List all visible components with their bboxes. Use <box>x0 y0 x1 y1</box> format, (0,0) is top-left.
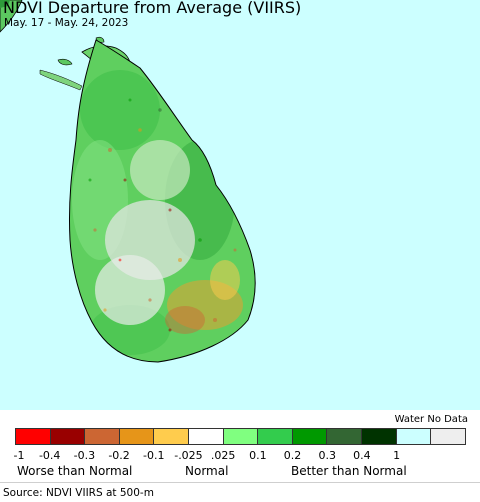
legend-tick-label: -1 <box>13 449 25 462</box>
legend-swatch-3 <box>119 429 155 444</box>
island-outline <box>68 39 256 363</box>
legend-swatch-11 <box>396 429 432 444</box>
legend-tick-label: .025 <box>210 449 236 462</box>
legend-tick-label: 0.1 <box>249 449 267 462</box>
legend-tick-label: -0.3 <box>73 449 96 462</box>
sri-lanka-map <box>0 0 256 363</box>
map-title: NDVI Departure from Average (VIIRS) <box>3 0 302 17</box>
legend-tick-label: -0.2 <box>108 449 130 462</box>
legend-worse-label: Worse than Normal <box>17 464 133 478</box>
source-note: Source: NDVI VIIRS at 500-m <box>3 487 154 499</box>
legend-tick-label: -0.1 <box>143 449 165 462</box>
legend-tick-label: 1 <box>393 449 401 462</box>
legend-better-label: Better than Normal <box>291 464 407 478</box>
india-coast <box>0 0 23 33</box>
mannar-spit <box>39 69 83 91</box>
legend-tick-label: 0.2 <box>283 449 302 462</box>
legend-normal-label: Normal <box>185 464 229 478</box>
legend-no-data-label: Water No Data <box>394 414 468 425</box>
india-coast-upper <box>0 0 10 8</box>
legend-swatch-7 <box>258 429 293 444</box>
legend-swatch-4 <box>154 429 190 444</box>
legend-swatch-5 <box>189 429 224 444</box>
legend-swatch-6 <box>223 429 259 444</box>
legend-tick-label: 0.4 <box>353 449 371 462</box>
legend-color-bar <box>15 428 466 445</box>
map-subtitle: May. 17 - May. 24, 2023 <box>4 17 129 29</box>
legend-swatch-12 <box>431 429 465 444</box>
legend-swatch-2 <box>85 429 120 444</box>
island-small-1 <box>57 58 73 66</box>
map-area: NDVI Departure from Average (VIIRS) May.… <box>0 0 480 410</box>
legend-swatch-0 <box>16 429 51 444</box>
legend-tick-label: 0.3 <box>318 449 336 462</box>
legend-swatch-10 <box>362 429 397 444</box>
footer-divider <box>0 482 480 483</box>
legend-swatch-9 <box>327 429 363 444</box>
legend-swatch-8 <box>292 429 328 444</box>
legend-tick-label: -.025 <box>174 449 203 462</box>
legend-swatch-1 <box>50 429 86 444</box>
legend-tick-label: -0.4 <box>38 449 61 462</box>
